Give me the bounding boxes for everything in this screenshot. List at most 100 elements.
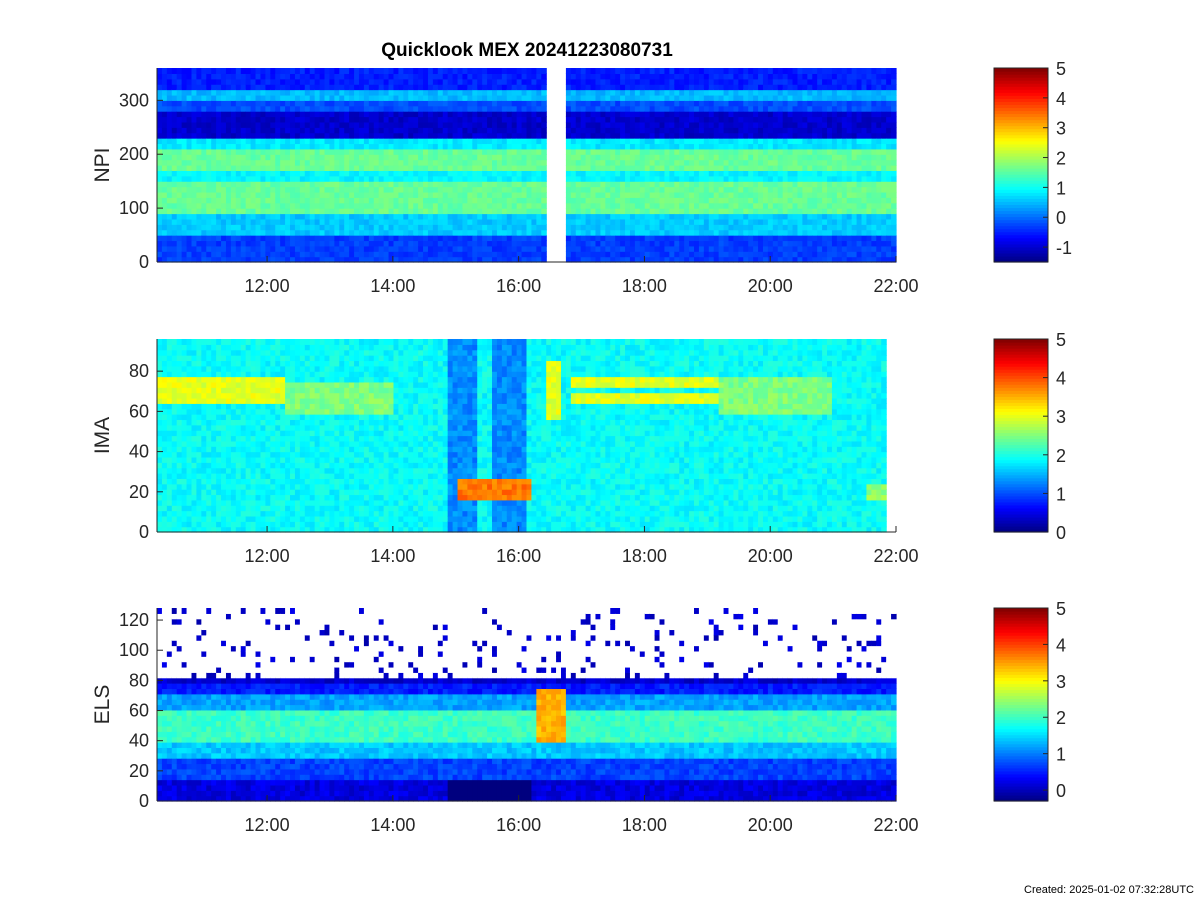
npi-cell bbox=[836, 240, 843, 247]
npi-cell bbox=[186, 105, 193, 112]
npi-cell bbox=[358, 186, 365, 193]
npi-cell bbox=[309, 78, 316, 85]
npi-cell bbox=[615, 138, 621, 145]
npi-cell bbox=[452, 240, 459, 247]
npi-cell bbox=[610, 105, 616, 112]
npi-cell bbox=[467, 89, 473, 96]
npi-cell bbox=[240, 175, 247, 182]
npi-cell bbox=[713, 256, 720, 263]
npi-cell bbox=[723, 251, 730, 258]
npi-cell bbox=[812, 165, 818, 171]
npi-cell bbox=[526, 73, 533, 80]
npi-cell bbox=[590, 165, 597, 171]
npi-cell bbox=[339, 224, 345, 231]
npi-cell bbox=[304, 186, 311, 193]
npi-cell bbox=[442, 256, 449, 263]
npi-cell bbox=[270, 127, 276, 134]
npi-cell bbox=[743, 111, 749, 118]
npi-cell bbox=[191, 240, 198, 247]
npi-cell bbox=[684, 191, 690, 198]
npi-cell bbox=[349, 116, 355, 123]
npi-cell bbox=[186, 148, 193, 155]
npi-cell bbox=[782, 208, 789, 215]
npi-cell bbox=[349, 256, 355, 263]
npi-cell bbox=[432, 89, 439, 96]
npi-cell bbox=[314, 170, 321, 177]
npi-cell bbox=[506, 251, 513, 258]
npi-cell bbox=[250, 224, 257, 231]
npi-cell bbox=[467, 100, 473, 107]
npi-cell bbox=[511, 175, 518, 182]
npi-cell bbox=[684, 170, 690, 177]
npi-cell bbox=[285, 73, 291, 80]
npi-cell bbox=[689, 218, 695, 225]
npi-cell bbox=[398, 94, 404, 101]
npi-cell bbox=[487, 100, 493, 107]
npi-cell bbox=[723, 100, 730, 107]
npi-cell bbox=[442, 218, 449, 225]
npi-cell bbox=[196, 94, 202, 101]
npi-cell bbox=[492, 213, 498, 220]
npi-cell bbox=[590, 256, 597, 263]
npi-cell bbox=[388, 165, 395, 171]
npi-cell bbox=[703, 251, 710, 258]
npi-cell bbox=[836, 73, 843, 80]
npi-cell bbox=[669, 213, 675, 220]
npi-cell bbox=[378, 127, 385, 134]
npi-cell bbox=[462, 256, 468, 263]
npi-cell bbox=[290, 111, 296, 118]
npi-cell bbox=[531, 235, 537, 242]
npi-cell bbox=[595, 251, 601, 258]
npi-cell bbox=[368, 111, 375, 118]
npi-cell bbox=[280, 197, 286, 204]
npi-cell bbox=[462, 148, 468, 155]
npi-cell bbox=[516, 143, 523, 150]
npi-cell bbox=[398, 191, 404, 198]
npi-cell bbox=[413, 94, 419, 101]
npi-cell bbox=[511, 218, 518, 225]
npi-cell bbox=[477, 224, 483, 231]
npi-cell bbox=[841, 197, 848, 204]
npi-cell bbox=[674, 138, 680, 145]
npi-cell bbox=[339, 127, 345, 134]
npi-cell bbox=[427, 256, 434, 263]
npi-cell bbox=[531, 73, 537, 80]
npi-cell bbox=[314, 251, 321, 258]
npi-cell bbox=[221, 235, 227, 242]
npi-cell bbox=[339, 73, 345, 80]
npi-cell bbox=[718, 148, 725, 155]
npi-cell bbox=[467, 208, 473, 215]
npi-cell bbox=[496, 127, 503, 134]
npi-cell bbox=[196, 105, 202, 112]
npi-cell bbox=[767, 127, 774, 134]
npi-cell bbox=[206, 235, 212, 242]
npi-cell bbox=[812, 121, 818, 128]
npi-cell bbox=[314, 116, 321, 123]
npi-cell bbox=[644, 111, 651, 118]
npi-cell bbox=[738, 235, 744, 242]
npi-cell bbox=[294, 251, 301, 258]
npi-cell bbox=[260, 159, 266, 166]
npi-cell bbox=[777, 154, 784, 161]
npi-cell bbox=[674, 208, 680, 215]
npi-cell bbox=[442, 213, 449, 220]
npi-cell bbox=[408, 68, 414, 74]
npi-cell bbox=[245, 165, 252, 171]
npi-cell bbox=[344, 191, 350, 198]
npi-cell bbox=[713, 105, 720, 112]
npi-cell bbox=[324, 127, 331, 134]
npi-cell bbox=[432, 197, 439, 204]
npi-cell bbox=[176, 116, 183, 123]
npi-cell bbox=[782, 256, 789, 263]
npi-cell bbox=[738, 84, 744, 91]
npi-cell bbox=[334, 84, 340, 91]
npi-cell bbox=[644, 105, 651, 112]
npi-cell bbox=[565, 251, 572, 258]
npi-cell bbox=[565, 127, 572, 134]
npi-cell bbox=[831, 154, 838, 161]
npi-cell bbox=[166, 111, 173, 118]
npi-cell bbox=[654, 181, 661, 188]
npi-cell bbox=[221, 240, 227, 247]
npi-cell bbox=[694, 229, 700, 236]
npi-cell bbox=[610, 165, 616, 171]
